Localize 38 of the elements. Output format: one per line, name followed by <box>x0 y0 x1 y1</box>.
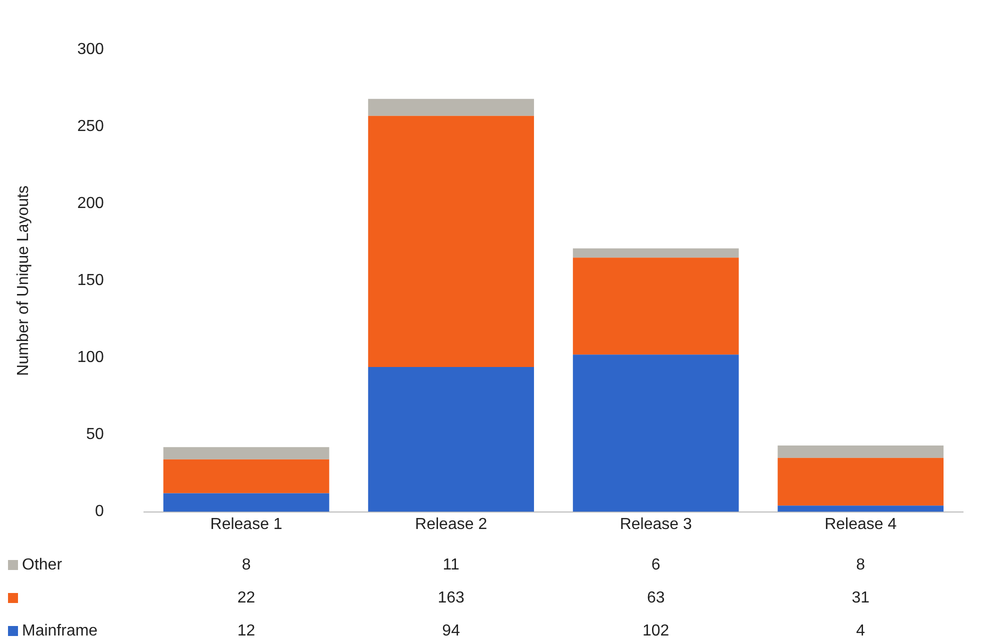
legend-label: Mainframe <box>22 622 98 640</box>
data-label: 102 <box>642 622 670 640</box>
data-label: 12 <box>237 622 256 640</box>
y-tick-label: 150 <box>77 272 104 290</box>
x-tick-label: Release 1 <box>210 516 282 533</box>
data-label: 94 <box>442 622 460 640</box>
y-tick-label: 50 <box>86 426 104 444</box>
y-tick-label: 100 <box>77 349 104 366</box>
y-axis-title: Number of Unique Layouts <box>15 186 32 376</box>
data-label: 8 <box>856 556 866 574</box>
bar <box>572 248 739 258</box>
bar <box>368 366 534 512</box>
bar <box>368 98 534 116</box>
bar <box>163 493 330 512</box>
data-label: 163 <box>438 589 465 606</box>
data-label: 22 <box>237 589 256 606</box>
data-label: 8 <box>242 556 251 574</box>
bar <box>368 116 534 367</box>
y-tick-label: 0 <box>94 503 104 520</box>
x-tick-label: Release 3 <box>620 516 692 533</box>
y-tick-label: 200 <box>77 195 104 212</box>
data-label: 6 <box>651 556 660 574</box>
bar <box>572 354 739 512</box>
bar <box>778 458 944 506</box>
y-tick-label: 250 <box>77 118 104 136</box>
legend-label: Other <box>22 556 63 574</box>
data-label: 4 <box>856 622 866 640</box>
bar <box>572 258 739 355</box>
data-label: 63 <box>646 589 665 606</box>
bar <box>163 459 330 494</box>
x-tick-label: Release 4 <box>824 516 897 533</box>
bar <box>778 446 944 458</box>
x-tick-label: Release 2 <box>415 516 488 533</box>
data-label: 31 <box>852 589 870 606</box>
y-tick-label: 300 <box>77 41 104 58</box>
bar <box>778 506 944 512</box>
bar <box>163 447 330 460</box>
data-label: 11 <box>442 556 460 574</box>
